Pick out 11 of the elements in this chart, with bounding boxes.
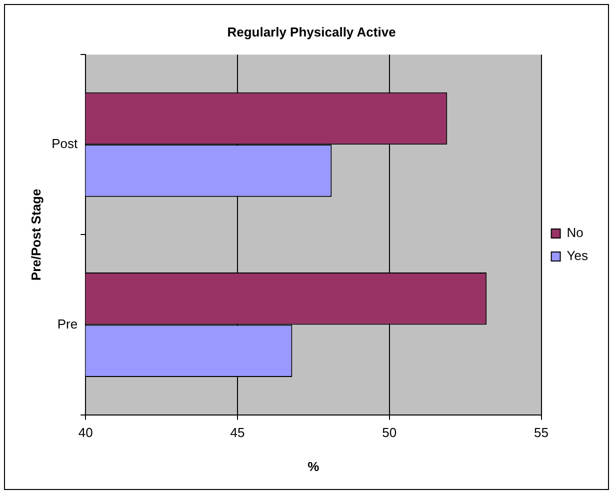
y-tick-label: Pre [57, 316, 78, 332]
legend-label: Yes [566, 248, 588, 264]
y-tick-label: Post [52, 136, 78, 152]
chart-title: Regularly Physically Active [227, 24, 396, 40]
y-axis-title: Pre/Post Stage [28, 188, 44, 281]
x-tick-label: 40 [78, 425, 93, 440]
x-axis-title: % [308, 458, 320, 474]
legend-label: No [566, 225, 584, 240]
x-tick-label: 55 [534, 425, 549, 440]
x-tick-label: 50 [382, 425, 397, 440]
x-tick-label: 45 [230, 425, 245, 440]
